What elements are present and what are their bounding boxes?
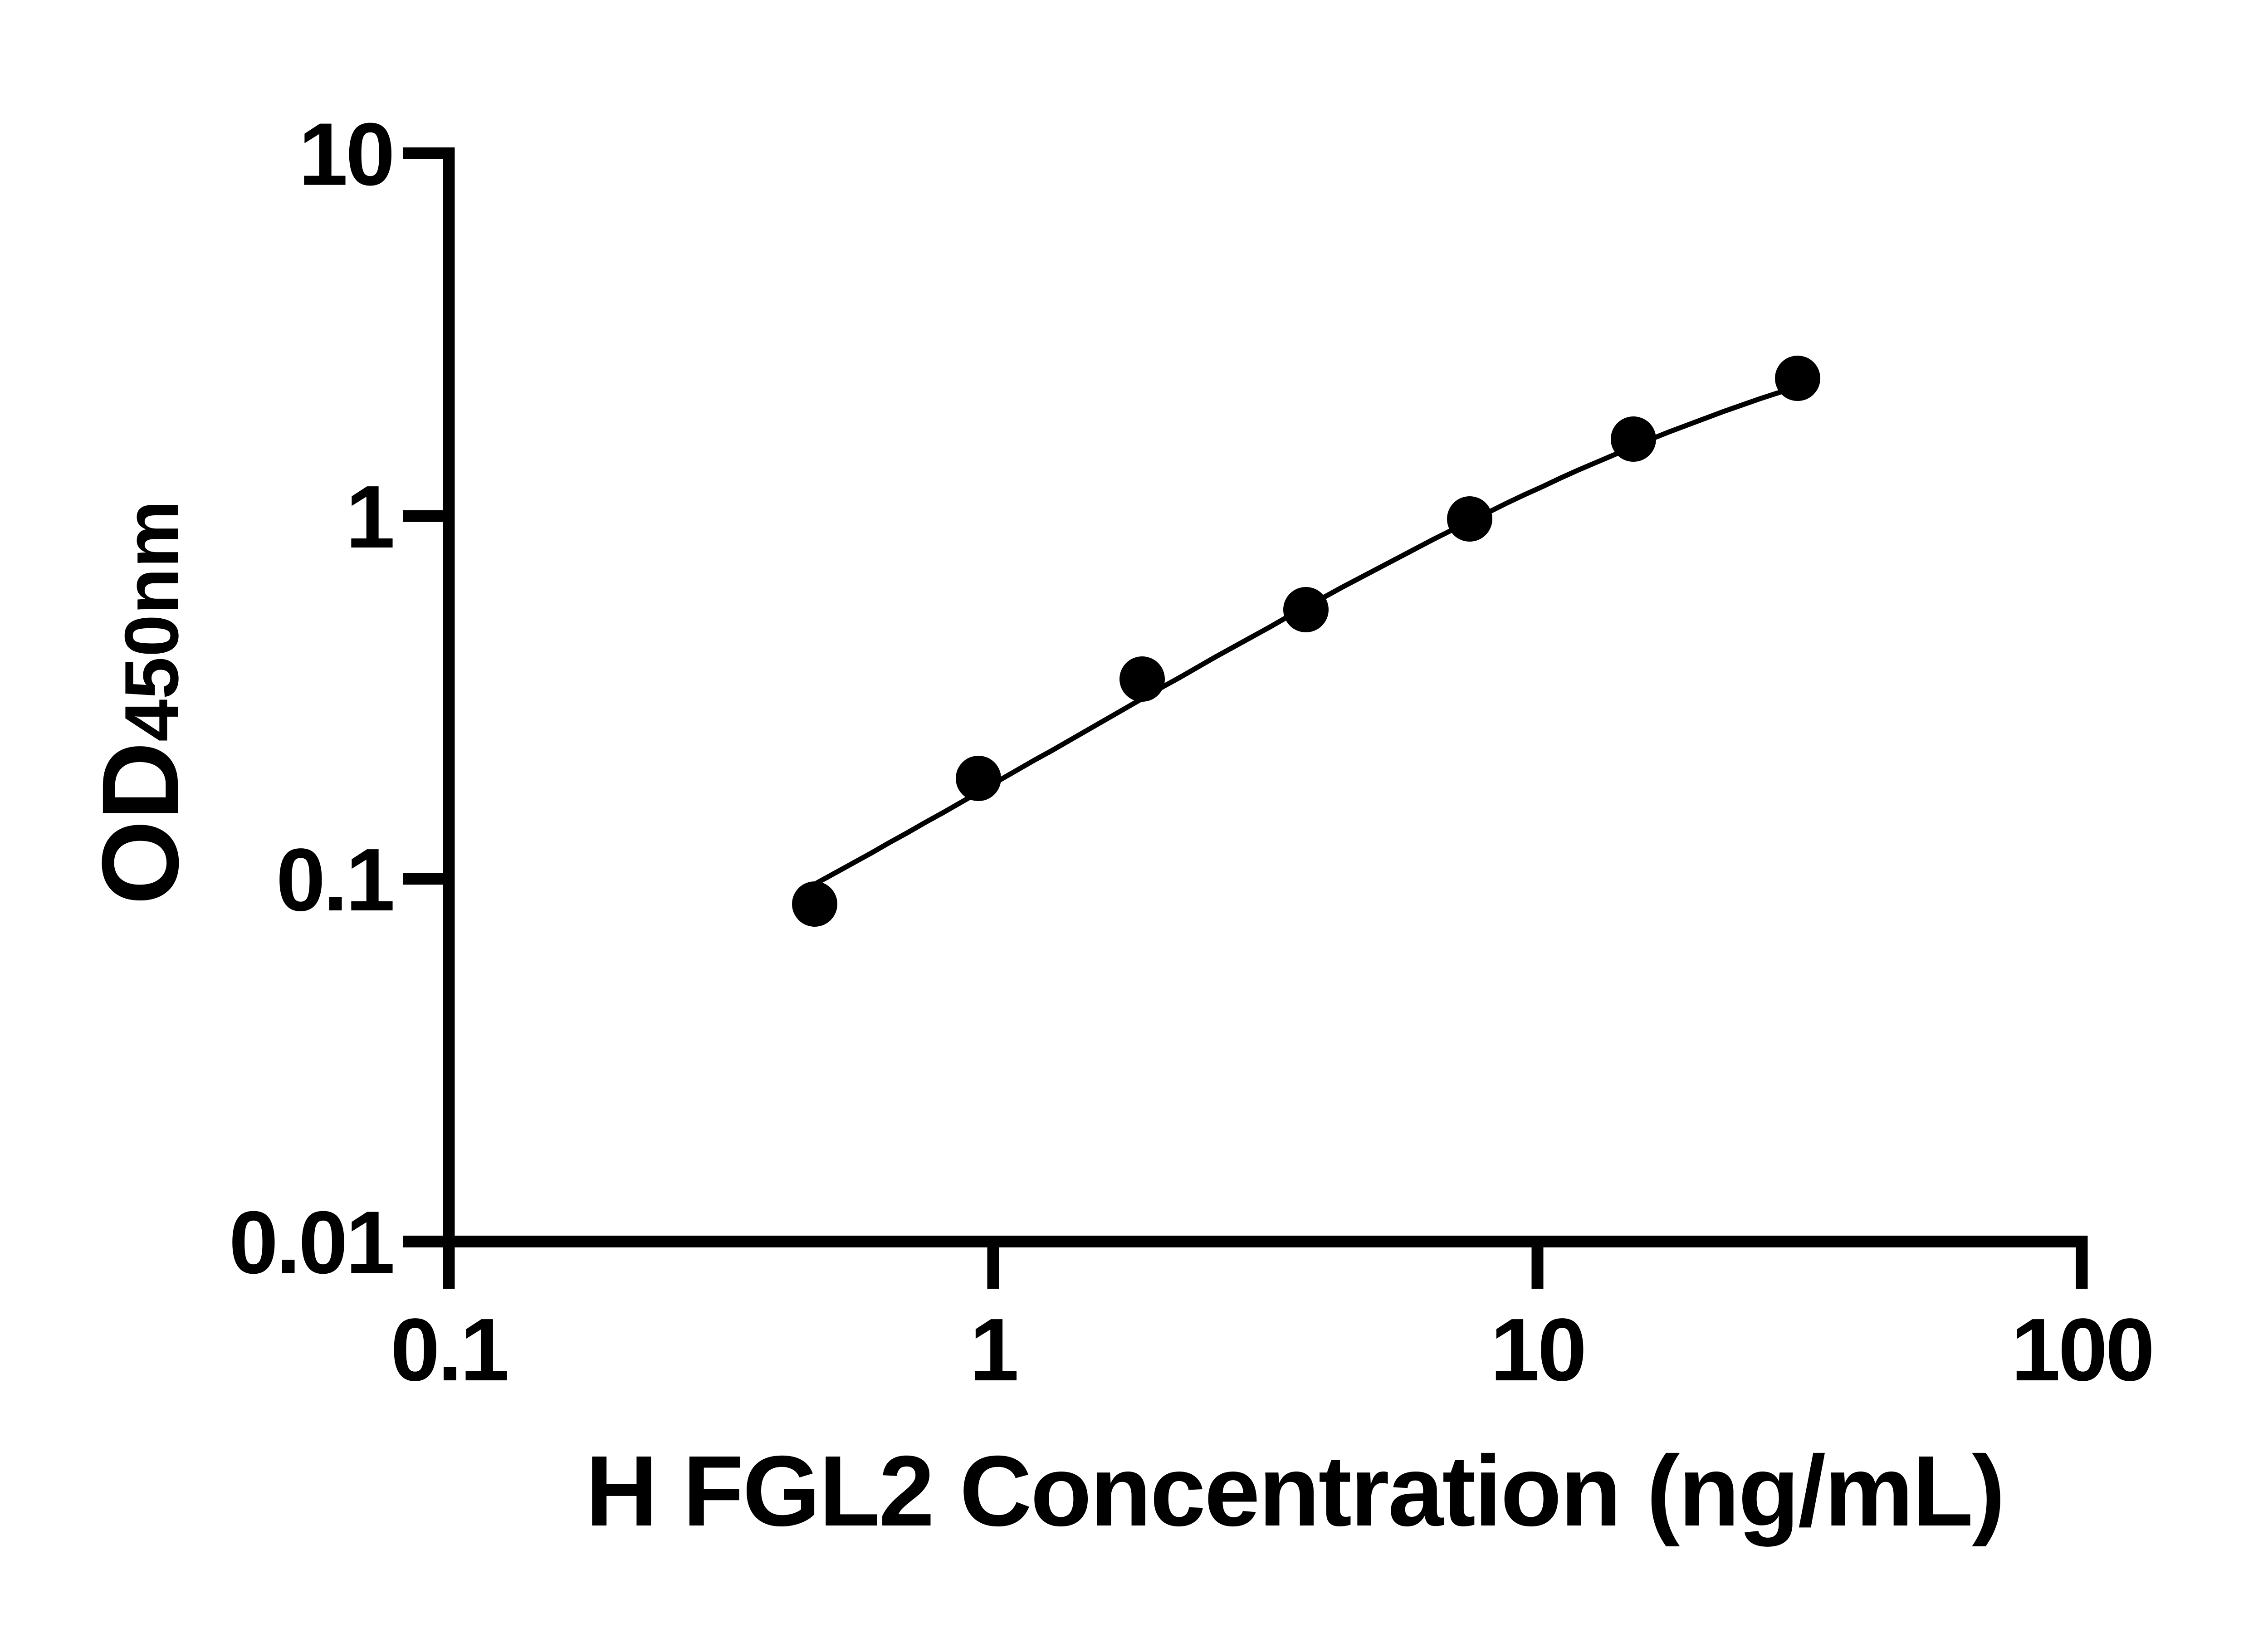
svg-text:100: 100 xyxy=(2011,1300,2152,1399)
svg-text:H FGL2 Concentration (ng/mL): H FGL2 Concentration (ng/mL) xyxy=(586,1435,2004,1547)
svg-text:0.1: 0.1 xyxy=(391,1300,507,1399)
svg-text:1: 1 xyxy=(346,467,393,567)
svg-text:0.01: 0.01 xyxy=(229,1193,393,1292)
svg-text:10: 10 xyxy=(1490,1300,1584,1399)
svg-text:10: 10 xyxy=(298,105,393,204)
svg-text:0.1: 0.1 xyxy=(276,830,393,929)
svg-text:1: 1 xyxy=(969,1300,1017,1399)
